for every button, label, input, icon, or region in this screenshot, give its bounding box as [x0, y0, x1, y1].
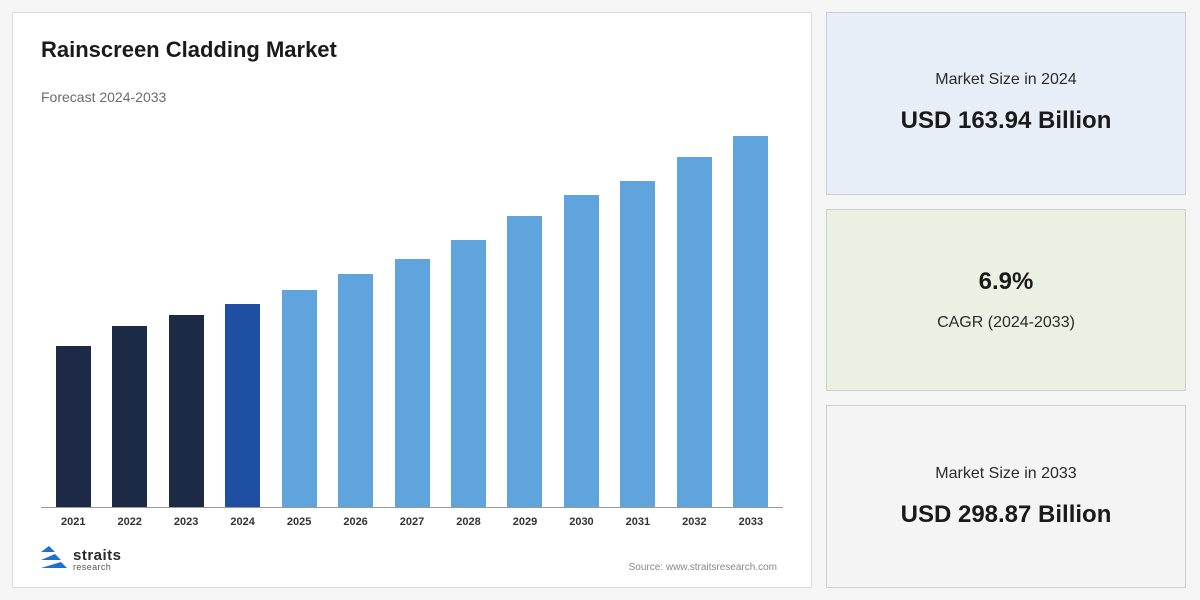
x-axis-label: 2032: [666, 516, 722, 528]
x-axis-label: 2025: [271, 516, 327, 528]
bar: [620, 181, 655, 507]
stat-card-cagr: 6.9% CAGR (2024-2033): [826, 209, 1186, 392]
bar-slot: [45, 135, 101, 507]
bar-slot: [553, 135, 609, 507]
x-axis-label: 2022: [101, 516, 157, 528]
bar-chart: 2021202220232024202520262027202820292030…: [41, 135, 783, 528]
bar: [507, 216, 542, 507]
bar: [677, 157, 712, 507]
bars-region: [41, 135, 783, 508]
logo-text: straits research: [73, 548, 122, 572]
x-axis-label: 2021: [45, 516, 101, 528]
bar-slot: [384, 135, 440, 507]
x-axis-label: 2030: [553, 516, 609, 528]
bar-slot: [271, 135, 327, 507]
bar-slot: [101, 135, 157, 507]
x-axis: 2021202220232024202520262027202820292030…: [41, 508, 783, 528]
stat-label: Market Size in 2024: [935, 71, 1076, 89]
logo-main: straits: [73, 548, 122, 563]
x-axis-label: 2029: [497, 516, 553, 528]
bar: [56, 346, 91, 507]
logo-arrow-icon: [41, 546, 67, 573]
bar-slot: [327, 135, 383, 507]
bar-slot: [214, 135, 270, 507]
bar-slot: [440, 135, 496, 507]
stat-card-2033: Market Size in 2033 USD 298.87 Billion: [826, 405, 1186, 588]
bar: [225, 304, 260, 507]
bar: [338, 274, 373, 507]
bar: [451, 240, 486, 507]
brand-logo: straits research: [41, 546, 122, 573]
bar: [112, 326, 147, 507]
stat-value: USD 163.94 Billion: [901, 107, 1112, 135]
chart-footer: straits research Source: www.straitsrese…: [41, 546, 783, 573]
stat-card-2024: Market Size in 2024 USD 163.94 Billion: [826, 12, 1186, 195]
stat-label: Market Size in 2033: [935, 465, 1076, 483]
bar-slot: [497, 135, 553, 507]
bar-slot: [158, 135, 214, 507]
x-axis-label: 2024: [214, 516, 270, 528]
bar: [282, 290, 317, 507]
x-axis-label: 2026: [327, 516, 383, 528]
bar-slot: [610, 135, 666, 507]
bar-slot: [723, 135, 779, 507]
chart-title: Rainscreen Cladding Market: [41, 37, 783, 63]
stat-label: CAGR (2024-2033): [937, 314, 1075, 332]
bar: [395, 259, 430, 507]
x-axis-label: 2033: [723, 516, 779, 528]
stats-column: Market Size in 2024 USD 163.94 Billion 6…: [826, 12, 1186, 588]
bar-slot: [666, 135, 722, 507]
bar: [564, 195, 599, 507]
logo-sub: research: [73, 563, 122, 572]
x-axis-label: 2027: [384, 516, 440, 528]
stat-value: USD 298.87 Billion: [901, 501, 1112, 529]
chart-source: Source: www.straitsresearch.com: [629, 562, 777, 573]
stat-value: 6.9%: [979, 268, 1034, 296]
bar: [733, 136, 768, 507]
x-axis-label: 2023: [158, 516, 214, 528]
x-axis-label: 2028: [440, 516, 496, 528]
chart-panel: Rainscreen Cladding Market Forecast 2024…: [12, 12, 812, 588]
bar: [169, 315, 204, 507]
chart-subtitle: Forecast 2024-2033: [41, 89, 783, 105]
x-axis-label: 2031: [610, 516, 666, 528]
